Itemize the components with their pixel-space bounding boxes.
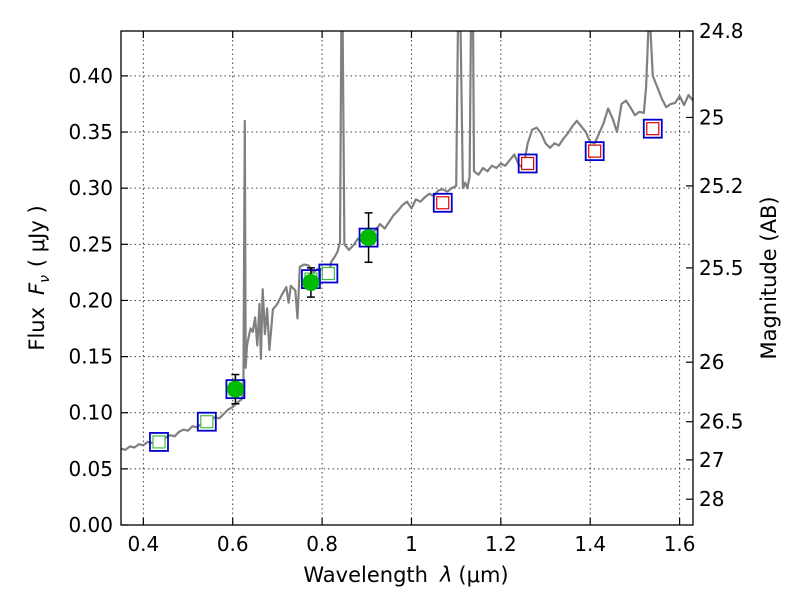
y-tick-label: 0.35: [68, 120, 113, 144]
y-tick-label: 0.10: [68, 401, 113, 425]
x-tick-label: 0.8: [306, 532, 338, 556]
right-tick-label: 25: [699, 105, 724, 129]
right-tick-label: 25.5: [699, 256, 744, 280]
model-square-inner: [200, 415, 214, 429]
model-square-inner: [321, 266, 335, 281]
y-tick-label: 0.20: [68, 288, 113, 312]
x-tick-label: 0.6: [217, 532, 249, 556]
x-tick-label: 1.2: [485, 532, 517, 556]
observed-point: [360, 229, 378, 247]
model-square-marker: [196, 411, 217, 432]
y-axis-title: FluxFν( μJy ): [25, 205, 53, 350]
right-tick-label: 26.5: [699, 410, 744, 434]
model-square-marker: [318, 263, 339, 284]
model-square-inner: [646, 122, 660, 136]
model-square-inner: [521, 156, 535, 171]
x-tick-label: 0.4: [127, 532, 159, 556]
model-square-inner: [588, 144, 602, 158]
observed-point: [302, 273, 320, 291]
x-tick-label: 1.6: [664, 532, 696, 556]
y-tick-label: 0.05: [68, 457, 113, 481]
plot-area: [121, 31, 693, 452]
right-tick-label: 26: [699, 350, 724, 374]
observed-point: [226, 380, 244, 398]
plot-frame: [120, 30, 694, 526]
model-square-inner: [152, 435, 166, 449]
right-tick-label: 27: [699, 448, 724, 472]
model-square-marker: [517, 153, 538, 174]
y-tick-label: 0.15: [68, 345, 113, 369]
right-tick-label: 28: [699, 487, 724, 511]
x-tick-label: 1.4: [574, 532, 606, 556]
y-tick-label: 0.30: [68, 176, 113, 200]
y-tick-label: 0.00: [68, 513, 113, 537]
y-tick-label: 0.40: [68, 64, 113, 88]
model-square-marker: [584, 141, 605, 162]
model-square-inner: [436, 196, 450, 210]
right-tick-label: 24.8: [699, 19, 744, 43]
x-tick-label: 1: [405, 532, 418, 556]
x-axis-title: Wavelength λ (μm): [303, 563, 508, 587]
spectrum-line: [121, 31, 693, 451]
model-square-marker: [149, 432, 169, 452]
axis-ticks: 0.4 0.6 0.8 1 1.2 1.4 1.6 0.00 0.05 0.10 0.15 0.20 0…: [68, 19, 743, 556]
y-tick-label: 0.25: [68, 232, 113, 256]
model-square-marker: [642, 118, 663, 139]
model-square-marker: [432, 192, 453, 213]
grid-lines: [121, 31, 693, 525]
right-axis-title: Magnitude (AB): [757, 196, 781, 359]
right-tick-label: 25.2: [699, 174, 744, 198]
